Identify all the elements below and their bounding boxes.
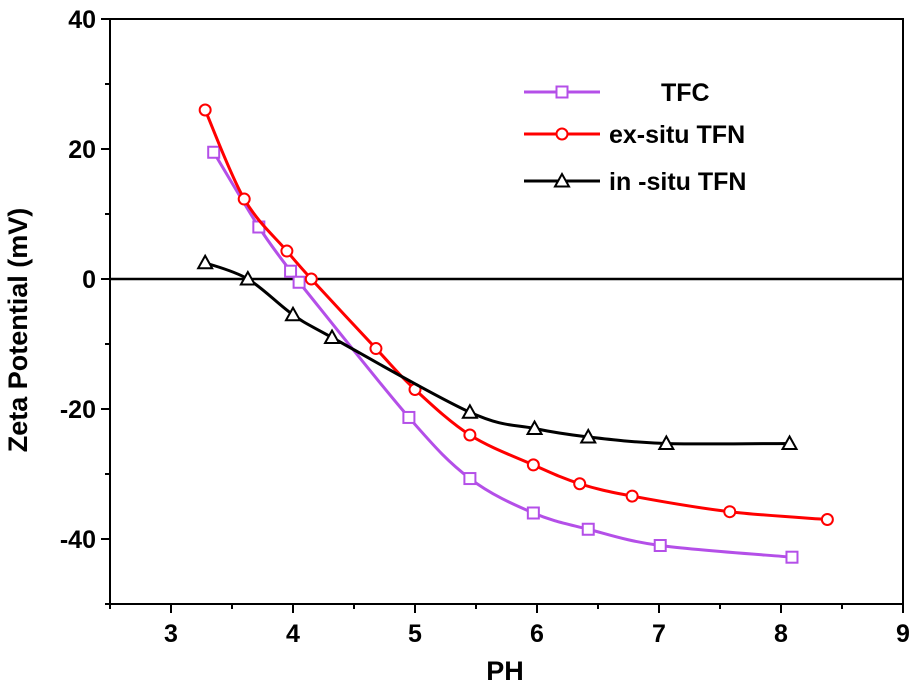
x-tick-label: 3 xyxy=(164,620,178,648)
data-point xyxy=(653,539,667,552)
data-point xyxy=(625,489,639,503)
y-tick-label: 0 xyxy=(82,266,96,294)
y-tick-label: -40 xyxy=(60,526,96,554)
data-point xyxy=(207,145,221,159)
x-tick-label: 4 xyxy=(286,620,300,648)
data-point xyxy=(196,253,214,270)
data-point xyxy=(657,434,676,450)
legend-marker xyxy=(555,127,569,141)
x-tick-label: 9 xyxy=(896,620,910,648)
x-tick-label: 8 xyxy=(774,620,788,648)
data-point xyxy=(579,427,597,444)
legend-item: in -situ TFN xyxy=(524,168,746,196)
x-tick-label: 7 xyxy=(652,620,666,648)
y-axis-label: Zeta Potential (mV) xyxy=(3,208,33,453)
legend-label: ex-situ TFN xyxy=(609,121,745,149)
x-tick-label: 5 xyxy=(408,620,422,648)
x-tick-label: 6 xyxy=(530,620,544,648)
data-point xyxy=(284,305,302,322)
legend-label: TFC xyxy=(661,79,710,107)
data-point xyxy=(323,328,341,344)
data-point xyxy=(581,522,595,536)
data-point xyxy=(369,342,383,356)
data-point xyxy=(526,458,540,472)
data-point xyxy=(461,403,479,419)
legend-item: ex-situ TFN xyxy=(524,121,745,149)
series-layer xyxy=(196,103,834,564)
series-line xyxy=(204,261,790,446)
data-point xyxy=(525,419,544,435)
legend-marker xyxy=(555,85,569,99)
plot-frame xyxy=(109,18,904,605)
series-line xyxy=(212,151,793,559)
data-point xyxy=(723,505,737,519)
data-point xyxy=(280,244,294,258)
legend: TFC ex-situ TFN in -situ TFN xyxy=(524,79,746,196)
data-point xyxy=(785,550,799,564)
series-1 xyxy=(198,103,834,526)
series-2 xyxy=(196,253,799,450)
data-point xyxy=(237,192,251,206)
data-point xyxy=(573,477,587,491)
axes: 3 4 5 6 7 8 9 -40 -20 0 20 40 xyxy=(60,6,910,648)
data-point xyxy=(402,410,416,424)
y-tick-label: 40 xyxy=(68,6,96,34)
data-point xyxy=(463,428,477,442)
data-point xyxy=(292,275,306,289)
legend-item: TFC xyxy=(524,79,710,107)
data-point xyxy=(780,434,799,450)
axis-labels: PH Zeta Potential (mV) xyxy=(3,208,524,686)
data-point xyxy=(463,472,477,486)
legend-marker xyxy=(553,171,571,188)
x-axis-label: PH xyxy=(486,656,524,686)
data-point xyxy=(198,103,212,117)
data-point xyxy=(820,513,834,526)
data-point xyxy=(284,264,298,278)
data-point xyxy=(304,272,318,286)
series-line xyxy=(203,109,828,521)
series-0 xyxy=(207,145,799,564)
y-tick-label: 20 xyxy=(68,136,96,164)
y-tick-label: -20 xyxy=(60,396,96,424)
data-point xyxy=(239,269,257,286)
legend-label: in -situ TFN xyxy=(609,168,746,196)
data-point xyxy=(526,506,540,520)
